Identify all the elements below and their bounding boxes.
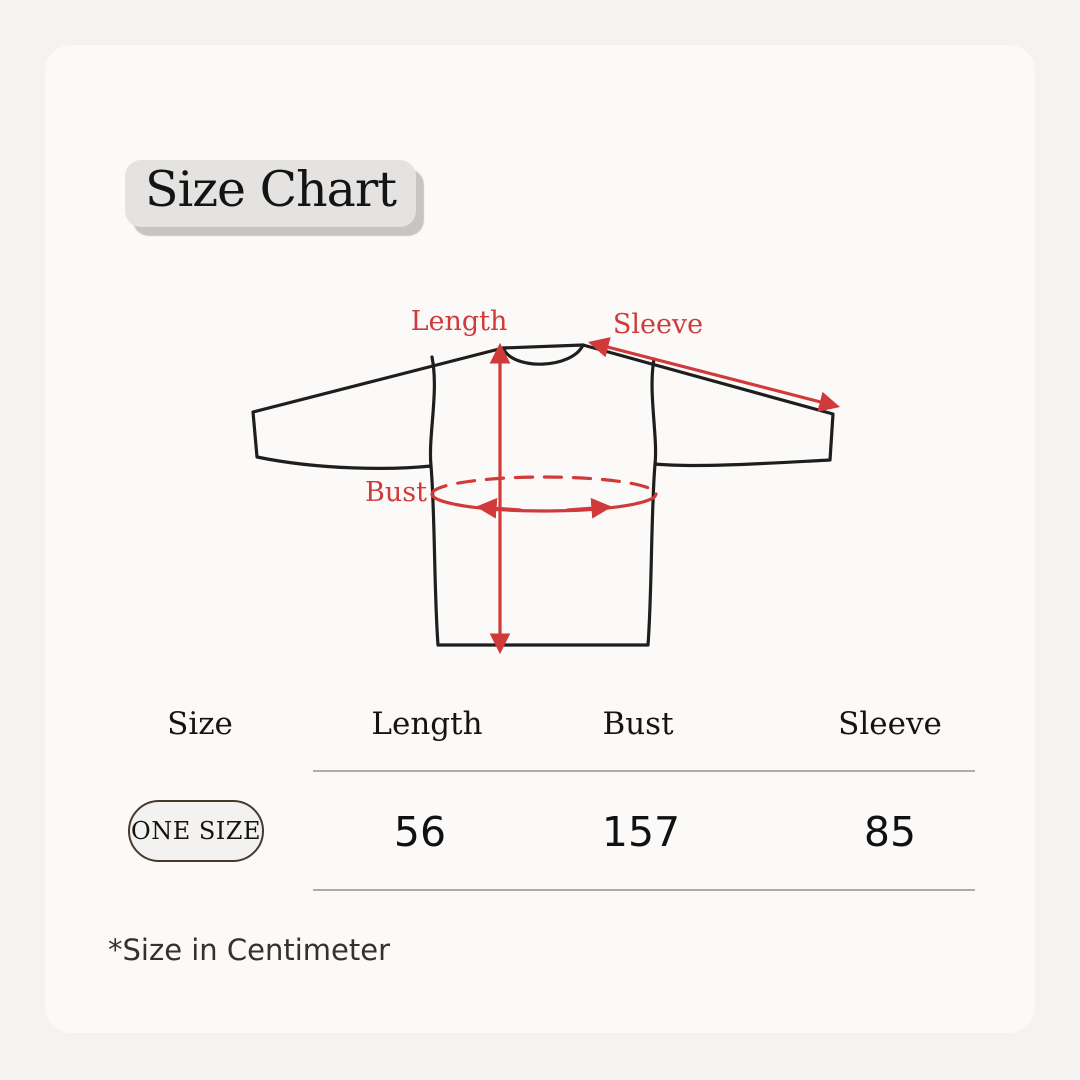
column-header-size: Size [167,706,233,742]
bust-ellipse-solid-arc [430,492,658,513]
bust-arrow-right [566,497,613,519]
bust-value: 157 [601,808,681,856]
one-size-badge: ONE SIZE [128,800,264,862]
sleeve-measure-label: Sleeve [613,309,703,340]
units-footnote: *Size in Centimeter [108,933,391,967]
table-rule-top [313,770,975,772]
sweater-body-path [251,343,835,647]
sleeve-arrow [587,337,841,412]
sleeve-value: 85 [863,808,917,856]
length-value: 56 [393,808,447,856]
title-badge: Size Chart [125,160,417,227]
one-size-label: ONE SIZE [131,817,261,845]
right-seam-path [650,357,658,466]
column-header-bust: Bust [602,706,674,742]
table-rule-bottom [313,889,975,891]
measurement-annotations [430,337,841,655]
bust-measure-label: Bust [365,477,427,508]
bust-ellipse-dashed-arc [430,475,658,496]
page-title: Size Chart [145,161,397,218]
length-measure-label: Length [411,306,508,337]
bust-arrow-left [475,497,522,519]
column-header-sleeve: Sleeve [838,706,942,742]
left-seam-path [428,355,436,468]
column-header-length: Length [371,706,483,742]
sweater-outline-drawing [251,343,835,647]
